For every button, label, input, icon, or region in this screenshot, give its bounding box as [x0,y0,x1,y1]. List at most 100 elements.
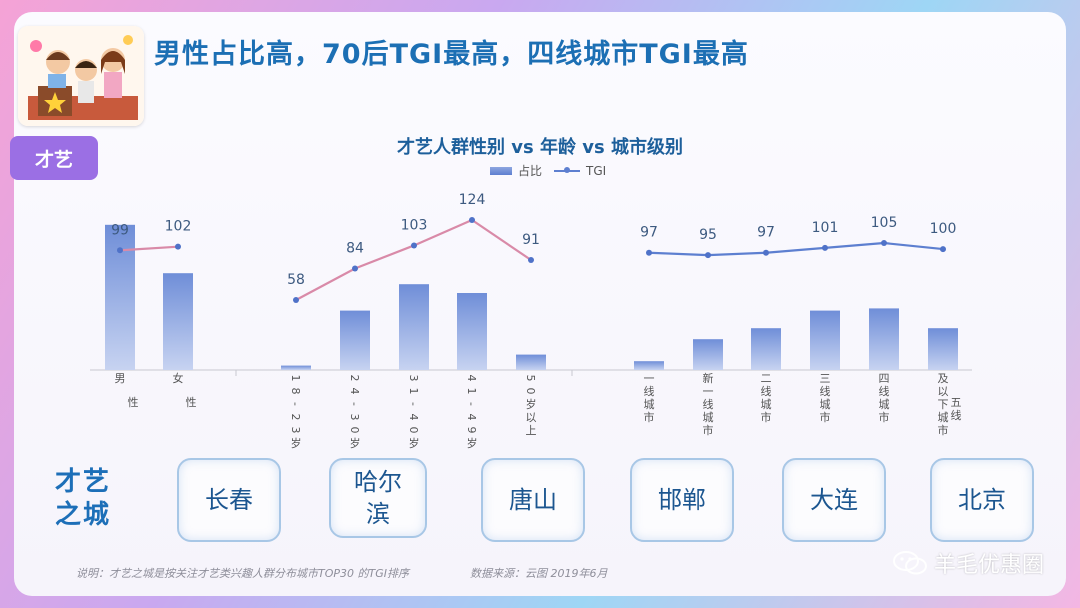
category-label: 市 [820,410,831,424]
tgi-line [648,241,944,257]
category-label: 线 [879,384,890,398]
city-card: 长春 [177,458,281,542]
wechat-icon [892,551,927,575]
tgi-data-label: 91 [522,232,540,248]
category-label: - [465,402,478,406]
city-name: 北京 [958,486,1006,514]
city-card: 邯郸 [630,458,734,542]
tgi-point [763,249,769,256]
tgi-data-label: 102 [165,219,192,235]
category-label: 性 [186,395,197,409]
page-title: 男性占比高，70后TGI最高，四线城市TGI最高 [154,39,749,70]
category-label: 市 [644,410,655,424]
category-label: 1 [289,375,302,382]
bar [634,361,664,370]
watermark: 羊毛优惠圈 [892,547,1044,579]
category-label: 城 [938,411,949,424]
cities-heading: 才艺之城 [55,467,112,530]
category-label: 4 [407,414,420,421]
category-label: 新 [703,371,714,385]
city-name: 邯郸 [658,486,706,514]
tgi-point [469,217,475,223]
bar [928,328,958,370]
tgi-data-label: 97 [757,225,775,241]
category-label: 岁 [350,436,361,450]
tgi-point [175,243,181,250]
data-source: 数据来源：云图 2019年6月 [470,567,608,580]
watermark-text: 羊毛优惠圈 [933,553,1044,578]
tgi-point [352,265,358,272]
category-label: 四 [879,372,890,385]
city-card: 哈尔滨 [329,458,427,538]
category-label: 0 [348,427,361,434]
category-label: 城 [820,398,831,411]
legend-share-label: 占比 [518,164,543,178]
category-label: 线 [951,408,962,422]
city-name: 哈尔滨 [354,468,402,528]
category-label: 市 [938,423,949,437]
tgi-point [940,246,946,253]
category-label: 8 [289,388,302,395]
bar [693,339,723,370]
tgi-data-label: 103 [401,217,428,233]
tgi-data-label: 124 [459,192,486,208]
bar [105,224,135,370]
category-label: - [407,402,420,406]
city-card: 唐山 [481,458,585,542]
legend-tgi-label: TGI [586,163,607,178]
category-label: 城 [644,398,655,411]
category-tag: 才艺 [10,136,98,180]
category-label: - [289,402,302,406]
category-label: 岁 [409,436,420,450]
footnote: 说明：才艺之城是按关注才艺类兴趣人群分布城市TOP30 的TGI排序 [76,567,409,580]
category-label: 1 [465,388,478,395]
tgi-point [411,242,417,249]
category-label: 9 [465,427,478,434]
category-label: 3 [407,375,420,382]
tgi-data-label: 105 [871,215,898,231]
bar [340,310,370,370]
category-label: 市 [879,410,890,424]
category-label: - [348,402,361,406]
category-label: 及 [938,372,949,385]
tgi-data-label: 101 [812,220,839,236]
category-label: 0 [407,427,420,434]
city-card: 北京 [930,458,1034,542]
city-name: 大连 [810,486,858,514]
category-label: 岁 [291,436,302,450]
chart-title: 才艺人群性别 vs 年龄 vs 城市级别 [397,137,683,158]
city-name: 长春 [205,486,253,514]
bar [810,310,840,370]
bar [163,273,193,370]
tgi-point [293,297,299,303]
category-label: 城 [879,398,890,411]
category-label: 城 [761,398,772,411]
tgi-point [705,252,711,259]
legend-share-swatch [490,166,512,175]
category-label: 一 [703,385,714,398]
bar [869,308,899,370]
category-label: 女 [173,371,184,385]
category-label: 1 [407,388,420,395]
tgi-point [646,249,652,256]
tgi-data-label: 97 [640,225,658,241]
category-label: 上 [526,424,537,437]
logo-illustration [18,26,144,126]
tgi-line [119,245,179,252]
category-label: 岁 [526,397,537,411]
category-label: 2 [348,375,361,382]
bar [399,284,429,370]
category-label: 三 [820,372,831,385]
category-label: 线 [820,384,831,398]
category-label: 线 [644,384,655,398]
bar [516,354,546,370]
legend-tgi-swatch [554,166,581,173]
tgi-point [528,257,534,263]
category-label: 3 [289,427,302,434]
category-label: 4 [465,375,478,382]
bar [457,293,487,370]
category-label: 0 [524,388,537,395]
category-label: 城 [703,411,714,424]
bar [751,328,781,370]
